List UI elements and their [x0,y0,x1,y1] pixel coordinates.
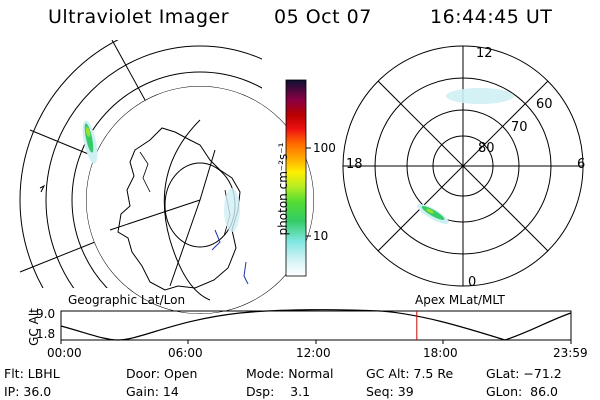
timeline-y-max: 9.0 [36,307,56,321]
ip-readout: IP: 36.0 [4,384,52,399]
dsp-readout: Dsp: 3.1 [246,384,311,399]
timeline-right-title: Apex MLat/MLT [415,293,505,307]
door-readout: Door: Open [126,366,198,381]
timeline-tick-2359: 23:59 [553,346,588,360]
colorbar-tick-100: 100 [313,141,336,155]
polar-label-top: 12 [476,46,493,61]
map-aurora [82,120,98,164]
timeline-left-title: Geographic Lat/Lon [68,293,186,307]
timeline-tick-0000: 00:00 [47,346,82,360]
timeline-tick-1200: 12:00 [296,346,331,360]
polar-label-bottom: 0 [468,275,477,290]
timeline-tick-1800: 18:00 [423,346,458,360]
polar-ring-label-80: 80 [478,141,495,156]
seq-readout: Seq: 39 [366,384,414,399]
antarctica-coastline [117,127,241,291]
timeline-tick-0600: 06:00 [168,346,203,360]
mode-readout: Mode: Normal [246,366,334,381]
gain-readout: Gain: 14 [126,384,179,399]
gc-alt-readout: GC Alt: 7.5 Re [366,366,454,381]
colorbar-tick-10: 10 [313,229,329,243]
time-label: 16:44:45 UT [430,6,553,28]
glon-readout: GLon: 86.0 [486,384,558,399]
altitude-curve [60,309,572,341]
polar-ring-label-60: 60 [536,97,553,112]
timeline-y-min: 1.8 [36,327,56,341]
earth-disk [86,86,314,314]
filter-readout: Flt: LBHL [4,366,60,381]
polar-ring-label-70: 70 [511,120,528,135]
polar-aurora [417,88,514,224]
polar-label-left: 18 [346,157,363,172]
glat-readout: GLat: −71.2 [486,366,562,381]
instrument-title: Ultraviolet Imager [48,6,230,28]
polar-label-right: 6 [577,157,586,172]
date-label: 05 Oct 07 [274,6,372,28]
